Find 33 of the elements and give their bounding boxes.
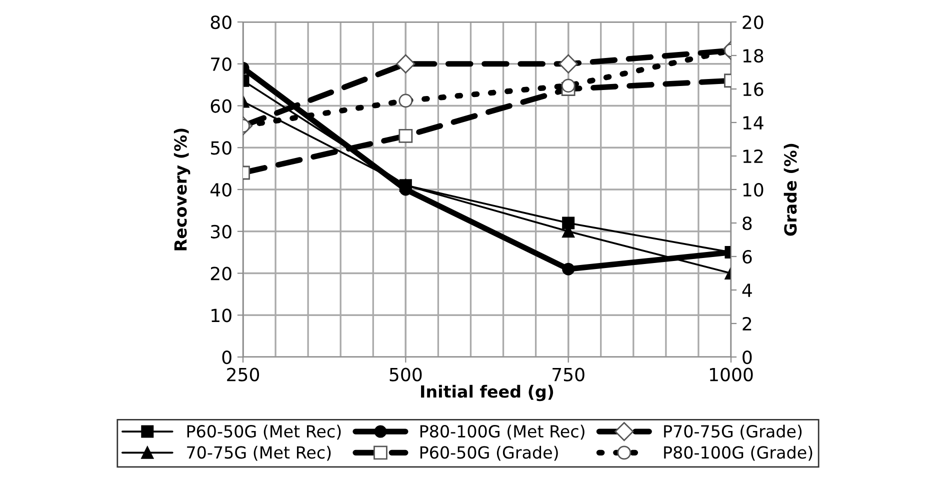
y2-tick-label: 8 xyxy=(742,216,752,230)
y-tick-label: 50 xyxy=(211,141,232,155)
legend-label: P60-50G (Met Rec) xyxy=(187,424,341,440)
y2-axis-title: Grade (%) xyxy=(784,144,799,236)
x-tick-label: 250 xyxy=(227,368,260,382)
legend-label: P70-75G (Grade) xyxy=(664,424,802,440)
y-tick-label: 20 xyxy=(210,266,232,280)
y-tick-label: 0 xyxy=(222,350,232,364)
legend-label: P80-100G (Met Rec) xyxy=(420,424,584,440)
y2-tick-label: 10 xyxy=(743,182,764,197)
y-tick-label: 60 xyxy=(210,99,232,113)
x-tick-label: 500 xyxy=(390,368,422,382)
y2-tick-label: 2 xyxy=(742,316,752,330)
y-tick-label: 70 xyxy=(211,57,232,71)
y-axis-title: Recovery (%) xyxy=(174,128,190,250)
y-tick-label: 30 xyxy=(210,224,232,238)
y2-tick-label: 4 xyxy=(742,284,752,297)
y2-tick-label: 0 xyxy=(742,350,752,364)
y2-tick-label: 14 xyxy=(743,116,764,130)
legend-label: 70-75G (Met Rec) xyxy=(187,446,331,461)
legend-label: P80-100G (Grade) xyxy=(664,446,812,461)
y-tick-label: 40 xyxy=(210,182,232,197)
y2-tick-label: 20 xyxy=(742,15,764,30)
legend-label: P60-50G (Grade) xyxy=(420,446,558,461)
y2-tick-label: 12 xyxy=(743,149,763,163)
x-tick-label: 750 xyxy=(552,368,584,382)
y2-tick-label: 6 xyxy=(742,250,752,264)
x-tick-label: 1000 xyxy=(710,368,753,382)
x-axis-title: Initial feed (g) xyxy=(421,384,554,402)
y2-tick-label: 18 xyxy=(743,48,764,63)
y2-tick-label: 16 xyxy=(743,82,764,96)
y-tick-label: 80 xyxy=(210,15,232,30)
y-tick-label: 10 xyxy=(212,308,232,322)
